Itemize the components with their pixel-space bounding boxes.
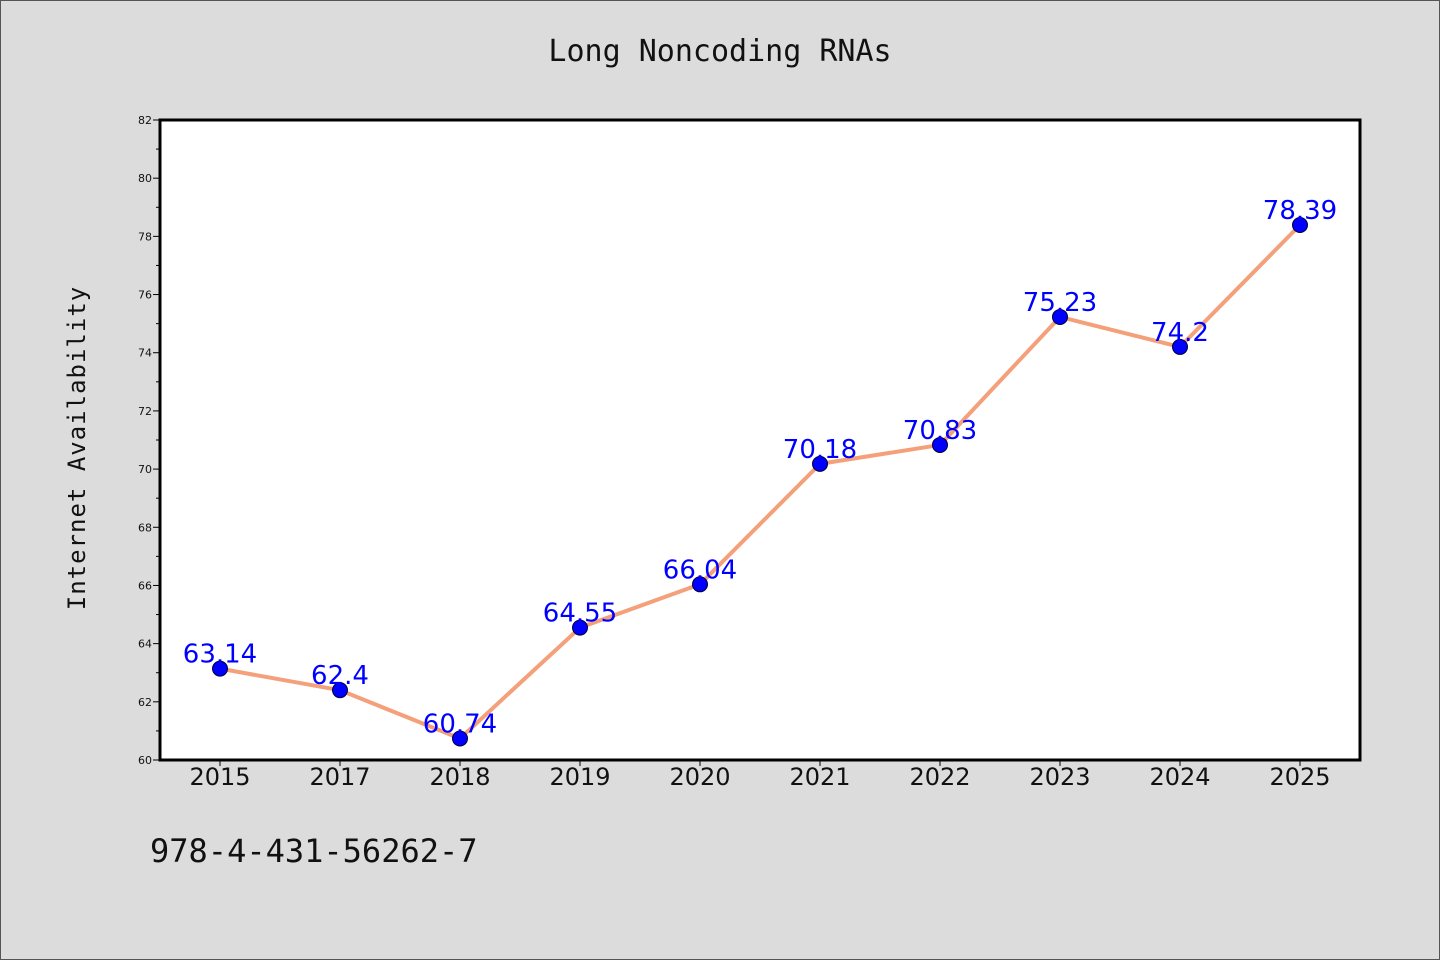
y-tick-label: 64 <box>138 638 152 651</box>
y-tick-label: 68 <box>138 521 152 534</box>
x-tick-label: 2020 <box>669 763 730 791</box>
y-tick-label: 60 <box>138 754 152 767</box>
x-tick-label: 2025 <box>1269 763 1330 791</box>
data-point <box>212 660 228 677</box>
data-label: 62.4 <box>311 661 369 691</box>
plot-area <box>160 120 1360 760</box>
x-tick-label: 2022 <box>909 763 970 791</box>
y-tick-label: 72 <box>138 405 152 418</box>
data-point <box>452 730 468 747</box>
x-tick-label: 2021 <box>789 763 850 791</box>
x-tick-label: 2024 <box>1149 763 1210 791</box>
data-point <box>572 619 588 636</box>
data-label: 74.2 <box>1151 318 1209 348</box>
data-label: 70.18 <box>783 435 857 465</box>
x-tick-label: 2015 <box>189 763 250 791</box>
x-tick-label: 2018 <box>429 763 490 791</box>
y-axis: 60 62 64 66 68 70 72 74 76 78 80 82 <box>138 114 160 767</box>
x-tick-label: 2019 <box>549 763 610 791</box>
x-tick-label: 2023 <box>1029 763 1090 791</box>
y-tick-label: 62 <box>138 696 152 709</box>
data-label: 63.14 <box>183 640 257 670</box>
data-point <box>812 455 828 472</box>
plot-border <box>158 118 1362 762</box>
y-axis-label: Internet Availability <box>63 286 91 610</box>
x-axis: 2015 2017 2018 2019 2020 2021 2022 2023 2024 2025 <box>189 760 1331 791</box>
chart-title: Long Noncoding RNAs <box>548 34 892 69</box>
data-label: 70.83 <box>903 416 977 446</box>
footer-code: 978-4-431-56262-7 <box>150 832 478 870</box>
data-label: 78.39 <box>1263 196 1337 226</box>
data-point <box>692 576 708 593</box>
data-label: 64.55 <box>543 599 617 629</box>
y-tick-label: 82 <box>138 114 152 127</box>
data-point <box>1292 217 1308 234</box>
y-tick-label: 78 <box>138 230 152 243</box>
y-tick-label: 66 <box>138 579 152 592</box>
data-point <box>1052 308 1068 325</box>
data-point <box>332 682 348 699</box>
series-group: 63.14 62.4 60.74 64.55 66.04 70.18 70.83 75.23 7… <box>183 196 1337 747</box>
data-point <box>932 436 948 453</box>
y-tick-label: 80 <box>138 172 152 185</box>
y-tick-label: 70 <box>138 463 152 476</box>
series-line <box>219 223 1302 741</box>
y-tick-label: 76 <box>138 289 152 302</box>
data-label: 60.74 <box>423 709 497 739</box>
data-point <box>1172 338 1188 355</box>
x-tick-label: 2017 <box>309 763 370 791</box>
data-label: 75.23 <box>1023 288 1097 318</box>
y-tick-label: 74 <box>138 347 152 360</box>
data-label: 66.04 <box>663 555 737 585</box>
